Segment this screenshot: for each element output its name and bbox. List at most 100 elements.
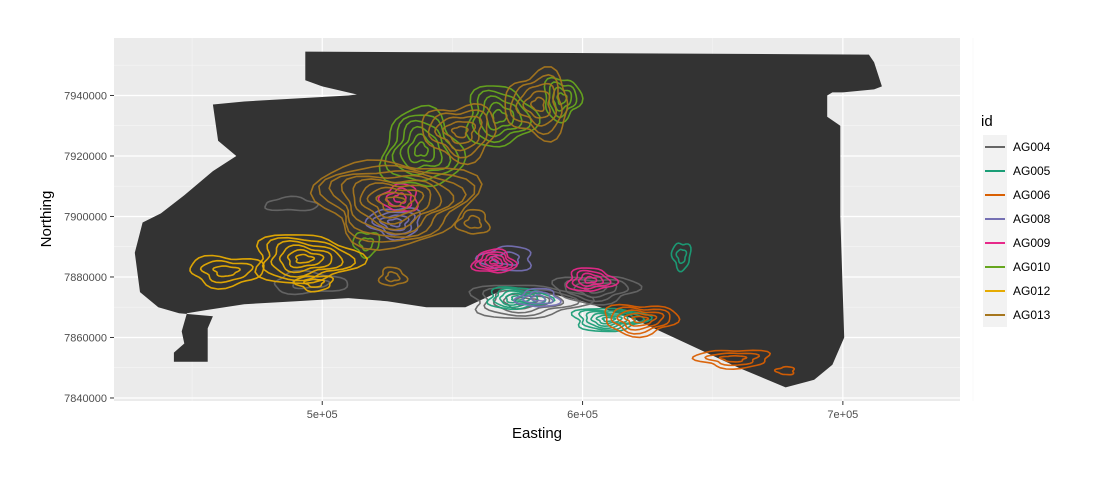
contour-line xyxy=(340,174,455,235)
contour-line xyxy=(391,119,452,176)
y-tick-label: 7900000 xyxy=(64,211,107,223)
contour-line xyxy=(303,278,326,288)
contour-line xyxy=(623,312,658,327)
contour-line xyxy=(509,74,563,136)
contour-line xyxy=(543,76,584,124)
contour-line xyxy=(468,284,596,320)
contour-line xyxy=(351,231,381,260)
contour-line xyxy=(295,253,316,264)
contour-line xyxy=(352,178,443,231)
x-tick-label: 5e+05 xyxy=(307,409,338,421)
x-axis-title: Easting xyxy=(512,425,562,442)
contour-line xyxy=(399,125,443,170)
contour-line xyxy=(371,211,416,236)
contour-line xyxy=(465,85,541,148)
y-tick-label: 7920000 xyxy=(64,151,107,163)
contour-line xyxy=(616,309,665,331)
contour-line xyxy=(670,242,692,273)
contour-line xyxy=(407,133,435,164)
contour-line xyxy=(189,254,265,290)
contour-line xyxy=(293,275,334,293)
contour-line xyxy=(442,120,476,145)
y-tick-label: 7860000 xyxy=(64,332,107,344)
contour-line xyxy=(378,214,410,232)
contour-line xyxy=(384,196,407,208)
contour-line xyxy=(570,307,653,333)
contour-line xyxy=(318,164,476,243)
contour-line xyxy=(522,90,551,119)
contour-line xyxy=(564,278,630,303)
legend-label: AG005 xyxy=(1013,164,1051,178)
contour-line xyxy=(421,103,497,166)
contour-line xyxy=(450,125,469,139)
contour-line xyxy=(491,251,520,266)
contour-layer xyxy=(189,66,795,376)
contour-line xyxy=(328,170,467,238)
contour-line xyxy=(479,253,509,270)
contour-line xyxy=(378,104,467,188)
legend-items: AG004 AG005 AG006 AG008 AG009 AG010 AG012 AG013 xyxy=(983,135,1051,327)
contour-line xyxy=(377,266,409,287)
contour-line xyxy=(604,303,681,339)
contour-line xyxy=(691,349,771,370)
legend-label: AG004 xyxy=(1013,140,1051,154)
contour-line xyxy=(375,191,416,213)
contour-line xyxy=(366,186,425,219)
contour-line xyxy=(631,315,650,324)
contour-line xyxy=(773,365,795,376)
contour-line xyxy=(571,269,612,290)
contour-line xyxy=(504,66,569,143)
contour-series xyxy=(364,207,562,308)
legend-label: AG013 xyxy=(1013,308,1051,322)
contour-series xyxy=(189,234,369,293)
contour-line xyxy=(718,355,748,363)
contour-line xyxy=(470,248,519,274)
contour-line xyxy=(704,352,760,367)
y-tick-label: 7840000 xyxy=(64,393,107,405)
contour-line xyxy=(610,306,671,335)
contour-line xyxy=(489,258,499,265)
contour-line xyxy=(499,290,539,306)
y-tick-label: 7940000 xyxy=(64,90,107,102)
contour-line xyxy=(413,141,429,157)
contour-series xyxy=(604,303,795,376)
contour-line xyxy=(530,96,545,112)
legend-label: AG010 xyxy=(1013,260,1051,274)
contour-line xyxy=(427,109,488,159)
contour-line xyxy=(474,251,514,272)
study-area-polygon xyxy=(134,51,882,388)
contour-line xyxy=(386,217,403,228)
x-tick-label: 7e+05 xyxy=(827,409,858,421)
legend-label: AG008 xyxy=(1013,212,1051,226)
contour-line xyxy=(309,159,483,251)
y-tick-label: 7880000 xyxy=(64,272,107,284)
legend: id AG004AG005AG006AG008AG009AG010AG012AG… xyxy=(981,113,1051,327)
contour-line xyxy=(565,267,620,292)
contour-line xyxy=(551,275,643,306)
legend-label: AG006 xyxy=(1013,188,1051,202)
contour-line xyxy=(286,248,325,269)
contour-line xyxy=(521,290,554,305)
contour-line xyxy=(492,108,508,124)
contour-line xyxy=(556,92,568,106)
x-axis: 5e+05 6e+05 7e+05 xyxy=(307,401,858,421)
x-tick-label: 6e+05 xyxy=(567,409,598,421)
contour-line xyxy=(513,287,562,308)
contour-line xyxy=(261,236,356,282)
contour-line xyxy=(384,271,401,283)
contour-line xyxy=(278,244,333,274)
contour-line xyxy=(454,208,491,235)
contour-line xyxy=(675,248,688,265)
contour-line xyxy=(463,214,483,229)
contour-line xyxy=(484,255,504,267)
contour-line xyxy=(515,82,558,127)
contour-line xyxy=(270,240,344,278)
contour-line xyxy=(199,259,254,284)
contour-line xyxy=(492,287,547,309)
y-axis: 7840000 7860000 7880000 7900000 7920000 79400… xyxy=(64,90,114,405)
contour-line xyxy=(212,265,241,278)
contour-series xyxy=(309,66,569,287)
contour-line xyxy=(264,195,319,212)
legend-label: AG012 xyxy=(1013,284,1051,298)
